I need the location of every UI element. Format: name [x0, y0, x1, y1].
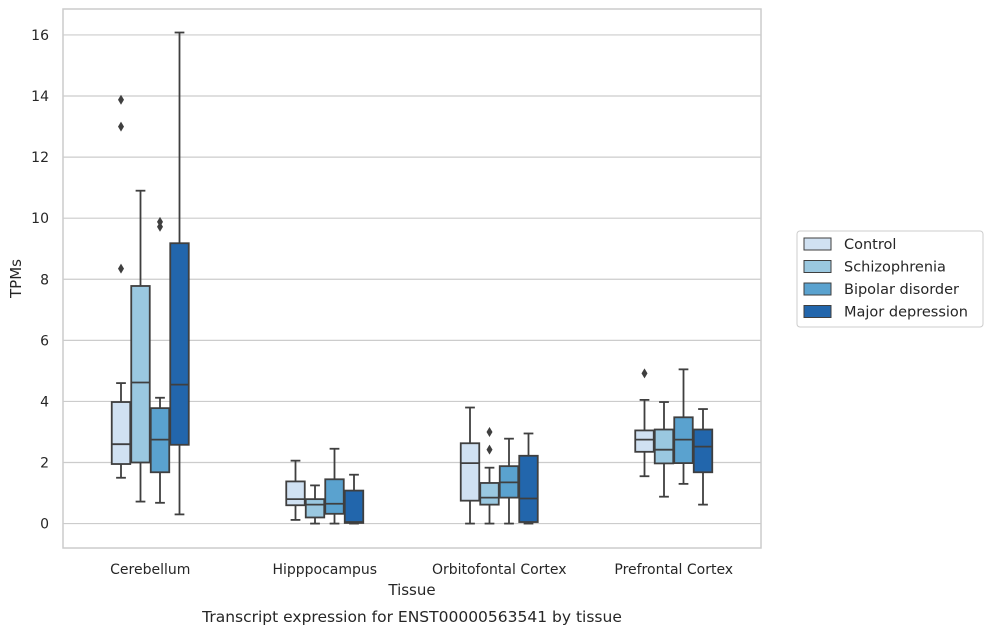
iqr-box: [169, 242, 190, 446]
box-major-depression: [518, 432, 539, 525]
x-tick-label: Orbitofontal Cortex: [432, 562, 567, 578]
y-tick-label: 6: [40, 333, 49, 349]
y-axis-label: TPMs: [7, 259, 25, 299]
x-axis-label: Tissue: [387, 581, 435, 599]
outlier-point: [641, 368, 648, 379]
legend: Control Schizophrenia Bipolar disorder Majo…: [796, 230, 984, 328]
box-bipolar-disorder: [498, 437, 520, 525]
outlier-point: [157, 216, 163, 227]
box-major-depression: [169, 31, 190, 516]
iqr-box: [692, 428, 714, 474]
legend-label: Control: [844, 237, 896, 253]
boxes: [110, 31, 714, 525]
y-tick-label: 14: [31, 89, 49, 105]
box-schizophrenia: [130, 189, 151, 503]
y-tick-label: 2: [40, 455, 49, 471]
x-tick-labels: Cerebellum Hipppocampus Orbitofontal Corte…: [110, 562, 733, 578]
box-schizophrenia: [304, 484, 326, 525]
legend-label: Bipolar disorder: [844, 282, 959, 298]
iqr-box: [324, 478, 345, 515]
iqr-box: [479, 482, 500, 506]
legend-label: Schizophrenia: [844, 260, 946, 276]
legend-swatch: [803, 282, 832, 296]
x-tick-label: Hipppocampus: [272, 562, 377, 578]
chart-caption: Transcript expression for ENST0000056354…: [201, 608, 622, 626]
box-control: [285, 459, 306, 521]
y-tick-label: 4: [40, 394, 49, 410]
y-tick-label: 16: [31, 28, 49, 44]
y-tick-label: 12: [31, 150, 49, 166]
y-tick-label: 8: [40, 272, 49, 288]
box-bipolar-disorder: [149, 216, 171, 504]
iqr-box: [285, 480, 306, 507]
legend-label: Major depression: [844, 305, 968, 321]
box-control: [634, 368, 655, 478]
x-tick-label: Cerebellum: [110, 562, 190, 578]
plot-area: [62, 8, 762, 549]
box-control: [459, 406, 481, 525]
iqr-box: [459, 442, 481, 502]
legend-swatch: [803, 260, 832, 273]
iqr-box: [130, 285, 151, 464]
x-tick-label: Prefrontal Cortex: [614, 562, 733, 578]
box-bipolar-disorder: [324, 447, 345, 525]
legend-swatch: [803, 305, 832, 318]
iqr-box: [518, 454, 539, 523]
box-major-depression: [692, 408, 714, 506]
legend-swatch: [803, 237, 832, 251]
outlier-point: [118, 121, 124, 132]
iqr-box: [634, 429, 655, 453]
outlier-point: [486, 444, 493, 455]
outlier-point: [118, 94, 124, 105]
iqr-box: [653, 428, 675, 465]
y-tick-label: 0: [40, 517, 49, 533]
box-control: [110, 94, 132, 479]
iqr-box: [304, 498, 326, 519]
y-tick-labels: 0 2 4 6 8 10 12 14 16: [31, 28, 49, 533]
box-schizophrenia: [653, 401, 675, 498]
outlier-point: [118, 263, 124, 274]
iqr-box: [343, 489, 365, 524]
box-schizophrenia: [479, 426, 500, 525]
legend-frame: [796, 230, 984, 328]
outlier-point: [486, 426, 493, 437]
box-bipolar-disorder: [673, 368, 694, 485]
y-tick-label: 10: [31, 211, 49, 227]
box-major-depression: [343, 473, 365, 525]
iqr-box: [110, 401, 132, 465]
